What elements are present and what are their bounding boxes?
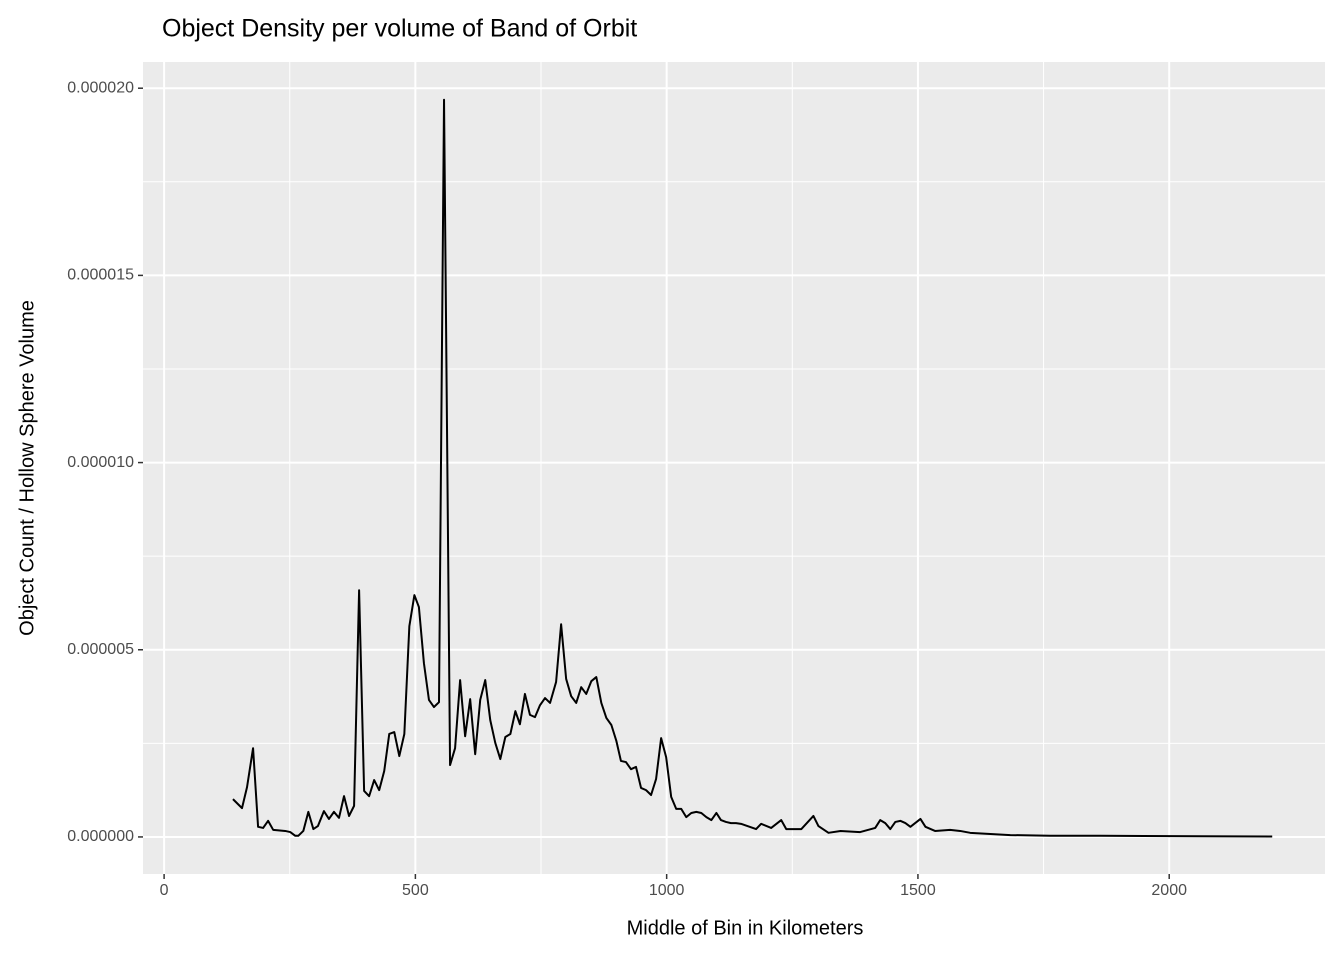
y-tick-label: 0.000000	[67, 828, 134, 845]
x-tick-label: 1500	[900, 882, 936, 899]
y-axis-label: Object Count / Hollow Sphere Volume	[16, 300, 38, 636]
x-axis-label: Middle of Bin in Kilometers	[627, 917, 864, 939]
panel	[143, 62, 1325, 874]
x-tick-label: 1000	[649, 882, 685, 899]
chart-title: Object Density per volume of Band of Orb…	[162, 15, 637, 43]
y-tick-label: 0.000015	[67, 267, 134, 284]
x-tick-label: 2000	[1151, 882, 1187, 899]
y-tick-label: 0.000020	[67, 79, 134, 96]
x-tick-label: 0	[160, 882, 169, 899]
y-tick-label: 0.000010	[67, 454, 134, 471]
y-tick-label: 0.000005	[67, 641, 134, 658]
data-line	[232, 98, 1273, 838]
x-tick-label: 500	[402, 882, 429, 899]
